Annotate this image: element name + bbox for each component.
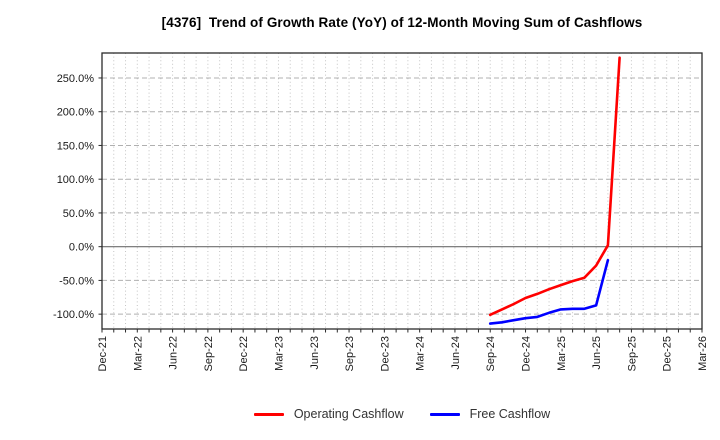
x-tick-label: Mar-22 bbox=[132, 336, 144, 371]
chart-title: [4376] Trend of Growth Rate (YoY) of 12-… bbox=[161, 15, 643, 30]
x-tick-label: Jun-23 bbox=[309, 336, 321, 370]
x-tick-label: Jun-22 bbox=[168, 336, 180, 370]
chart-canvas: 250.0% 200.0% 150.0% 100.0% 50.0% 0.0% -50.0% -… bbox=[53, 52, 709, 371]
legend-item-free-cashflow: Free Cashflow bbox=[429, 407, 551, 421]
legend-item-operating-cashflow: Operating Cashflow bbox=[253, 407, 404, 421]
x-tick-label: Dec-21 bbox=[97, 336, 109, 371]
y-tick-label: 150.0% bbox=[57, 140, 95, 152]
x-tick-label: Mar-24 bbox=[415, 336, 427, 371]
y-tick-label: 100.0% bbox=[57, 174, 95, 186]
x-tick-label: Sep-22 bbox=[203, 336, 215, 371]
legend-label-free-cashflow: Free Cashflow bbox=[469, 407, 551, 421]
x-tick-label: Jun-25 bbox=[591, 336, 603, 370]
y-tick-label: -50.0% bbox=[59, 275, 94, 287]
legend-label-operating-cashflow: Operating Cashflow bbox=[293, 407, 404, 421]
free-cashflow-line-swatch-icon bbox=[429, 412, 460, 416]
x-tick-label: Sep-23 bbox=[344, 336, 356, 371]
x-tick-label: Sep-25 bbox=[626, 336, 638, 371]
y-tick-label: 50.0% bbox=[63, 208, 94, 220]
x-tick-label: Mar-23 bbox=[273, 336, 285, 371]
y-tick-label: 250.0% bbox=[57, 73, 95, 85]
chart-legend: Operating Cashflow Free Cashflow bbox=[102, 402, 702, 426]
x-tick-label: Sep-24 bbox=[485, 336, 497, 371]
x-tick-label: Dec-22 bbox=[238, 336, 250, 371]
x-tick-label: Dec-23 bbox=[379, 336, 391, 371]
series-line-free-cashflow bbox=[488, 258, 610, 325]
y-tick-label: -100.0% bbox=[53, 309, 94, 321]
x-tick-label: Dec-25 bbox=[662, 336, 674, 371]
plot-border bbox=[101, 52, 703, 330]
series-line-operating-cashflow bbox=[488, 56, 621, 317]
y-tick-label: 200.0% bbox=[57, 107, 95, 119]
x-tick-label: Dec-24 bbox=[521, 336, 533, 371]
x-tick-label: Mar-25 bbox=[556, 336, 568, 371]
x-tick-label: Jun-24 bbox=[450, 336, 462, 370]
x-tick-label: Mar-26 bbox=[697, 336, 709, 371]
operating-cashflow-line-swatch-icon bbox=[253, 412, 284, 416]
y-tick-label: 0.0% bbox=[69, 242, 94, 254]
